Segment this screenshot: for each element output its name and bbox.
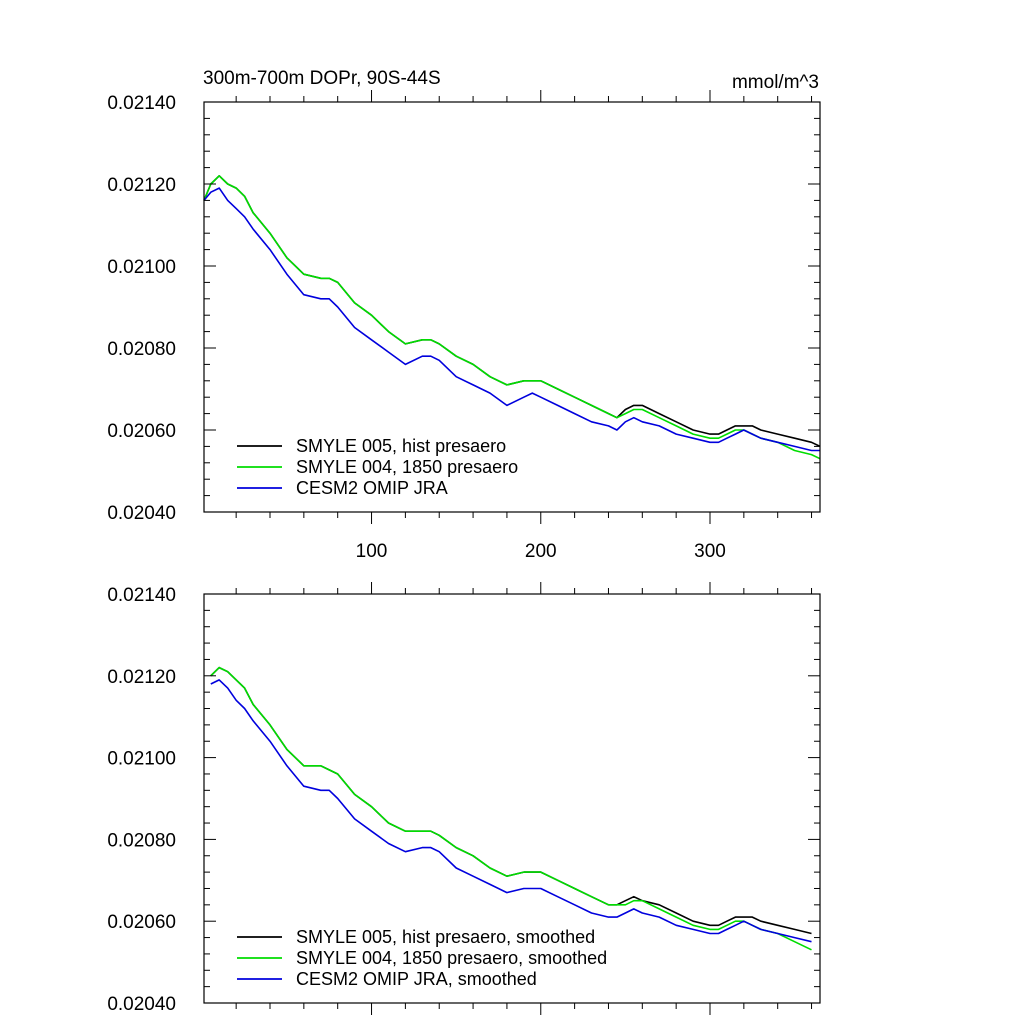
x-tick-label: 200 bbox=[525, 541, 557, 562]
legend-label-1: SMYLE 004, 1850 presaero bbox=[296, 457, 518, 477]
legend-label-1: SMYLE 004, 1850 presaero, smoothed bbox=[296, 948, 607, 968]
legend-label-2: CESM2 OMIP JRA, smoothed bbox=[296, 969, 537, 989]
series-line-0 bbox=[203, 175, 821, 448]
legend-label-0: SMYLE 005, hist presaero bbox=[296, 436, 506, 456]
y-tick-label: 0.02120 bbox=[107, 667, 176, 688]
plot-frame bbox=[203, 101, 821, 513]
series-line-1 bbox=[203, 175, 821, 460]
bottom-panel: 0.02040 0.02060 0.02080 0.02100 0.02120 0.021… bbox=[107, 582, 821, 1015]
y-tick-label: 0.02100 bbox=[107, 749, 176, 770]
y-tick-label: 0.02060 bbox=[107, 912, 176, 933]
series-line-1 bbox=[210, 666, 812, 951]
y-tick-label: 0.02060 bbox=[107, 421, 176, 442]
top-panel: 0.02040 0.02060 0.02080 0.02100 0.02120 0.021… bbox=[107, 90, 821, 562]
y-tick-label: 0.02140 bbox=[107, 585, 176, 606]
plot-frame bbox=[203, 593, 821, 1004]
y-tick-label: 0.02120 bbox=[107, 175, 176, 196]
legend-label-2: CESM2 OMIP JRA bbox=[296, 478, 448, 498]
y-tick-label: 0.02080 bbox=[107, 830, 176, 851]
y-tick-label: 0.02040 bbox=[107, 503, 176, 524]
series-line-2 bbox=[203, 187, 820, 452]
x-tick-label: 300 bbox=[694, 541, 726, 562]
y-tick-label: 0.02080 bbox=[107, 339, 176, 360]
y-tick-label: 0.02140 bbox=[107, 93, 176, 114]
y-tick-label: 0.02040 bbox=[107, 994, 176, 1015]
chart-title: 300m-700m DOPr, 90S-44S bbox=[203, 68, 441, 89]
series-line-0 bbox=[210, 666, 812, 935]
legend-label-0: SMYLE 005, hist presaero, smoothed bbox=[296, 927, 595, 947]
units-label: mmol/m^3 bbox=[732, 72, 819, 93]
x-tick-label: 100 bbox=[356, 541, 388, 562]
series-line-2 bbox=[210, 679, 812, 943]
y-tick-label: 0.02100 bbox=[107, 257, 176, 278]
